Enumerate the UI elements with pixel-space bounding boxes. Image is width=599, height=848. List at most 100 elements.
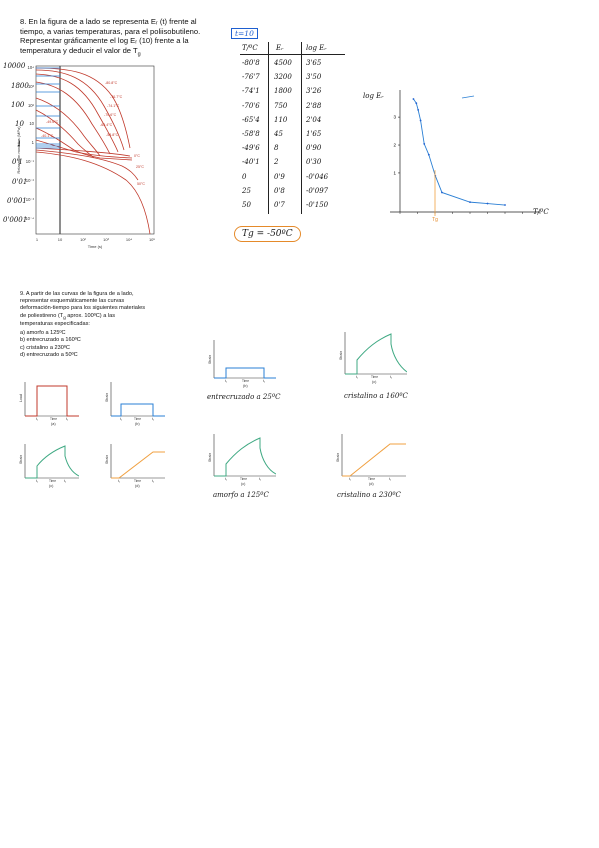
sketch-1-t1: t₁ [225, 379, 227, 383]
panel-c-caption: (c) [49, 484, 54, 488]
panel-b-caption: (b) [135, 422, 140, 426]
y-tick-6: 10⁻² [26, 178, 35, 183]
panel-a-t2: t₂ [66, 417, 69, 421]
sketch-2-ylabel: Strain [339, 351, 343, 360]
hand-value-2: 100 [11, 101, 25, 109]
sketch-4-answer: cristalino a 230ºC [337, 491, 401, 499]
y-axis-label: Relaxation modulus (MPa) [16, 126, 21, 174]
hand-value-0: 10000 [3, 62, 26, 70]
table-cell-er: 0'8 [274, 186, 285, 195]
sketch-4-t1: t₁ [349, 477, 351, 481]
curve-label-m49: -49.6°C [46, 120, 59, 124]
x-tick-5: 10⁵ [149, 237, 155, 242]
log-plot-y-label: log Eᵣ [363, 92, 384, 100]
y-tick-8: 10⁻⁴ [25, 216, 34, 221]
panel-d-t1: t₁ [118, 479, 120, 483]
curve-m80 [35, 67, 131, 149]
log-plot-curve [413, 98, 506, 206]
sketch-4-xlabel: Time [368, 477, 375, 481]
panel-c-strain: Strain t₁ t₂ Time (c) [19, 444, 79, 488]
log-plot-x-label: T/ºC [533, 208, 549, 216]
panel-b-xlabel: Time [134, 417, 141, 421]
curve-m76 [35, 69, 125, 151]
hand-value-1: 1800 [11, 82, 29, 90]
sketch-1-t2: t₂ [263, 379, 266, 383]
table-cell-log: 3'26 [306, 87, 322, 96]
q9-option-b: b) entrecruzado a 160ºC [20, 337, 81, 344]
sketch-1-xlabel: Time [242, 379, 249, 383]
table-cell-t: -70'6 [242, 101, 260, 110]
curve-label-m74: -74.1°C [107, 104, 120, 108]
curve-m49 [35, 127, 133, 161]
sketch-1: Strain t₁ t₂ Time (b) [208, 340, 276, 388]
sketch-2-xlabel: Time [371, 375, 378, 379]
sketch-2-t2: t₂ [390, 375, 393, 379]
table-header-t: T/ºC [242, 44, 258, 52]
curve-m74 [35, 73, 119, 153]
log-plot-point-9 [486, 202, 489, 205]
q8-line-1: 8. En la figura de a lado se representa … [20, 17, 197, 26]
panel-b-ylabel: Strain [105, 393, 109, 402]
sketch-3-caption: (c) [241, 482, 246, 486]
log-plot-y-tick-label: 2 [393, 143, 396, 148]
q9-line-3: deformación-tiempo para los siguientes m… [20, 305, 145, 312]
tg-answer-text: Tg = -50ºC [242, 229, 293, 239]
x-tick-4: 10⁴ [126, 237, 132, 242]
panel-d-caption: (d) [135, 484, 140, 488]
y-tick-3: 10 [29, 121, 34, 126]
table-cell-er: 45 [274, 130, 283, 138]
blue-dash-mark [461, 95, 475, 99]
q8-line-4: temperatura y deducir el valor de Tg [20, 45, 141, 58]
x-tick-3: 10³ [103, 237, 109, 242]
table-cell-er: 1800 [274, 87, 292, 96]
table-cell-t: 0 [242, 172, 247, 181]
log-plot-point-1 [415, 102, 418, 105]
sketch-1-caption: (b) [243, 384, 248, 388]
log-plot-y-ticks: 3 2 1 [393, 115, 400, 175]
sketch-1-answer: entrecruzado a 25ºC [207, 393, 281, 401]
q9-option-a: a) amorfo a 125ºC [20, 330, 66, 337]
curve-label-m80: -80.8°C [105, 81, 118, 85]
panel-a-load: Load t₁ t₂ Time (a) [19, 382, 79, 426]
table-cell-er: 110 [274, 115, 288, 124]
log-er-vs-t-plot: 3 2 1 Tg [390, 90, 541, 223]
log-plot-points [412, 98, 506, 206]
panel-c-xlabel: Time [49, 479, 56, 483]
y-tick-5: 10⁻¹ [26, 159, 35, 164]
table-cell-log: 0'30 [306, 158, 322, 167]
q9-line-5: temperaturas especificadas: [20, 320, 90, 327]
q9-line-1: 9. A partir de las curvas de la figura d… [20, 291, 134, 297]
y-tick-4: 1 [32, 140, 35, 145]
curve-label-25: 25°C [136, 165, 144, 169]
table-cell-er: 8 [274, 144, 279, 153]
q9-line-4: de poliestireno (Tg aprox. 100ºC) a las [20, 312, 116, 320]
hand-value-8: 0'0001 [3, 216, 28, 224]
curve-m40 [35, 139, 133, 159]
q9-option-d: d) entrecruzado a 50ºC [20, 351, 78, 358]
blue-read-lines [36, 67, 60, 149]
table-cell-log: -0'097 [306, 186, 329, 195]
table-cell-log: 0'90 [306, 144, 322, 153]
log-plot-y-tick-label: 1 [393, 170, 396, 175]
curve-label-50: 50°C [137, 182, 145, 186]
panel-a-xlabel: Time [50, 417, 57, 421]
x-tick-1: 10 [58, 237, 63, 242]
sketch-3-xlabel: Time [240, 477, 247, 481]
curve-label-m65: -65.4°C [100, 123, 113, 127]
sketch-1-ylabel: Strain [208, 355, 212, 364]
table-header-log: log Eᵣ [306, 44, 327, 52]
sketch-3-t2: t₂ [259, 477, 262, 481]
curve-0 [35, 147, 131, 157]
curve-50 [35, 151, 151, 235]
y-tick-2: 10² [28, 103, 35, 108]
curve-25 [35, 149, 139, 181]
table-header-er: Eᵣ [276, 44, 284, 52]
log-plot-point-10 [504, 204, 506, 206]
table-cell-t: -74'1 [242, 87, 260, 96]
panel-c-t2: t₂ [64, 479, 67, 483]
q9-option-c: c) cristalino a 230ºC [20, 344, 70, 351]
table-cell-t: 50 [242, 201, 251, 209]
y-tick-0: 10⁴ [28, 65, 35, 70]
sketch-2: Strain t₁ t₂ Time (c) [339, 332, 407, 384]
log-plot-point-5 [427, 153, 430, 156]
